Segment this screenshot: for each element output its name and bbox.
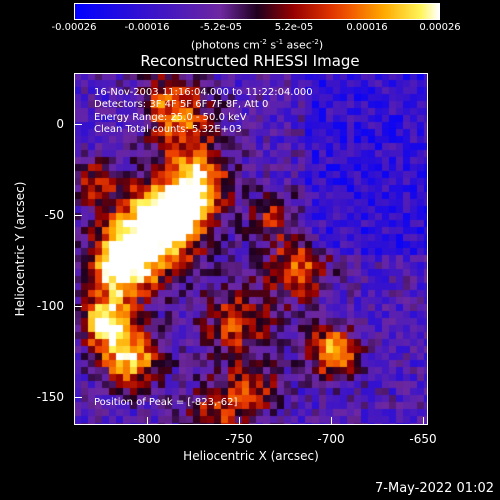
y-tick-label: -150 [36,390,64,404]
y-tick-label: -100 [36,299,64,313]
colorbar-tick-label: -0.00026 [51,22,97,33]
image-title: Reconstructed RHESSI Image [140,52,360,70]
y-tick-mark [74,215,82,216]
y-tick-label: -50 [44,208,64,222]
x-tick-label: -650 [409,432,437,446]
annotation-energy-range: Energy Range: 25.0 - 50.0 keV [94,112,247,123]
rhessi-image-map [74,73,428,425]
colorbar-unit-label: (photons cm-2 s-1 asec-2) [190,38,324,52]
x-tick-mark [239,417,240,425]
x-tick-label: -700 [317,432,345,446]
annotation-peak-position: Position of Peak = [-823,-62] [94,397,238,408]
annotation-detectors: Detectors: 3F 4F 5F 6F 7F 8F, Att 0 [94,99,269,110]
footer-date: 7-May-2022 01:02 [375,481,494,496]
y-tick-mark [74,124,82,125]
x-tick-label: -800 [133,432,161,446]
y-axis-label: Heliocentric Y (arcsec) [13,181,27,317]
colorbar-tick-label: -0.00016 [124,22,170,33]
x-tick-mark [147,417,148,425]
x-tick-label: -750 [225,432,253,446]
colorbar [74,3,440,20]
colorbar-tick-label: 0.00016 [346,22,388,33]
x-tick-mark [423,417,424,425]
x-axis-label: Heliocentric X (arcsec) [183,449,319,463]
annotation-time-range: 16-Nov-2003 11:16:04.000 to 11:22:04.000 [94,87,313,98]
y-tick-mark [74,306,82,307]
colorbar-tick-label: 0.00026 [419,22,461,33]
image-plot-area [74,73,428,425]
colorbar-tick-label: -5.2e-05 [200,22,242,33]
colorbar-tick-label: 5.2e-05 [274,22,314,33]
y-tick-mark [74,397,82,398]
y-tick-label: 0 [56,117,64,131]
x-tick-mark [331,417,332,425]
annotation-clean-counts: Clean Total counts: 5.32E+03 [94,124,242,135]
